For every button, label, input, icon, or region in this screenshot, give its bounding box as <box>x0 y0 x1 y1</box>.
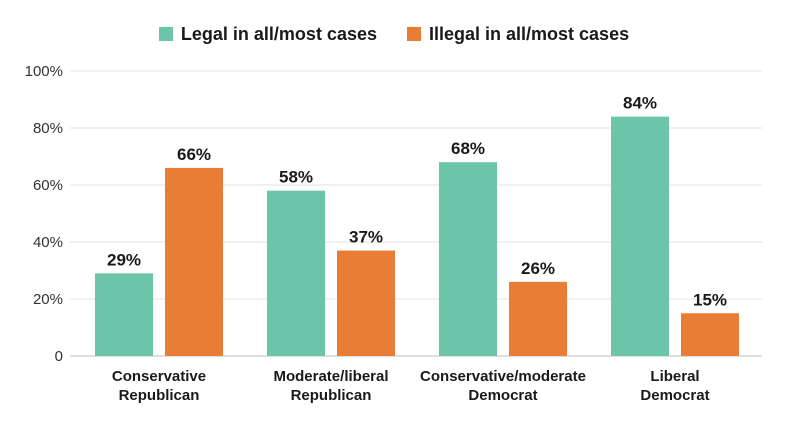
legend: Legal in all/most cases Illegal in all/m… <box>0 22 788 46</box>
data-label: 29% <box>107 250 141 269</box>
bar-legal <box>95 273 153 356</box>
y-tick-label: 20% <box>33 291 63 308</box>
legend-label-illegal: Illegal in all/most cases <box>429 23 630 44</box>
bar-illegal <box>681 313 739 356</box>
bar-illegal <box>509 281 567 356</box>
x-tick-label: Democrat <box>640 387 709 404</box>
x-tick-label: Conservative <box>112 368 206 385</box>
bar-legal <box>611 116 669 356</box>
bar-legal <box>267 190 325 356</box>
legend-swatch-legal <box>158 27 173 41</box>
data-label: 84% <box>623 94 657 113</box>
data-label: 58% <box>279 168 313 187</box>
y-tick-label: 80% <box>33 120 63 137</box>
x-tick-label: Republican <box>291 387 372 404</box>
bar-illegal <box>165 167 223 356</box>
y-tick-label: 40% <box>33 234 63 251</box>
y-tick-label: 100% <box>25 63 63 80</box>
data-label: 66% <box>177 145 211 164</box>
legend-item-legal: Legal in all/most cases <box>158 23 377 45</box>
x-tick-label: Liberal <box>650 368 699 385</box>
data-label: 15% <box>693 290 727 309</box>
x-tick-label: Moderate/liberal <box>273 368 388 385</box>
x-tick-label: Conservative/moderate <box>420 368 586 385</box>
bar-legal <box>439 162 497 356</box>
y-tick-label: 0 <box>55 348 63 365</box>
legend-item-illegal: Illegal in all/most cases <box>407 24 629 45</box>
x-tick-label: Democrat <box>468 387 537 404</box>
legend-swatch-illegal <box>407 27 421 41</box>
data-label: 68% <box>451 139 485 158</box>
x-tick-label: Republican <box>119 387 200 404</box>
y-tick-label: 60% <box>33 177 63 194</box>
data-label: 26% <box>521 259 555 278</box>
legend-label-legal: Legal in all/most cases <box>180 23 377 44</box>
data-label: 37% <box>349 228 383 247</box>
bar-illegal <box>337 250 395 356</box>
